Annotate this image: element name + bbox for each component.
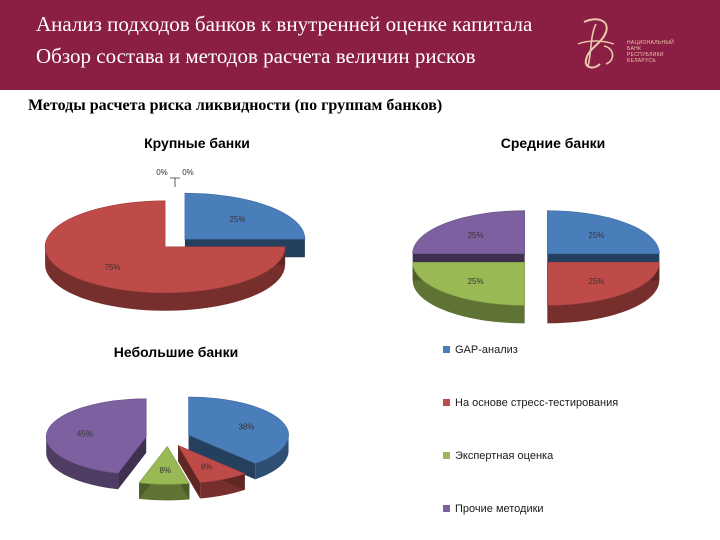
pie-small-banks: 38% 45% 8% 8%: [45, 396, 289, 501]
slide-subtitle: Обзор состава и методов расчета величин …: [36, 44, 476, 68]
bank-logo-text: НАЦИОНАЛЬНЫЙ БАНК РЕСПУБЛИКИ БЕЛАРУСЬ: [627, 40, 674, 64]
header-banner: Анализ подходов банков к внутренней оцен…: [0, 0, 720, 90]
data-label-small-banks-gap-analysis: 38%: [238, 423, 254, 432]
legend-label-gap-analysis: GAP-анализ: [455, 344, 518, 356]
data-label-small-banks-other-methods: 45%: [77, 430, 93, 439]
legend-swatch-other-methods: [443, 505, 450, 512]
slice-small-banks-other-methods: [45, 398, 147, 490]
leader-line: [170, 177, 180, 187]
data-label-large-banks-stress-testing: 75%: [104, 263, 120, 272]
data-label-large-banks-other-methods: 0%: [182, 168, 194, 177]
data-label-large-banks-expert-evaluation: 0%: [156, 168, 168, 177]
legend-label-other-methods: Прочие методики: [455, 503, 544, 515]
slice-small-banks-gap-analysis: [188, 396, 289, 480]
chart-title-small-banks: Небольшие банки: [114, 344, 239, 360]
legend-label-expert-evaluation: Экспертная оценка: [455, 450, 554, 462]
bank-logo-monogram: [577, 18, 615, 69]
legend: GAP-анализ На основе стресс-тестирования Э…: [443, 344, 618, 515]
pie-medium-banks: 25% 25% 25% 25%: [412, 210, 660, 324]
pie-large-banks: 25% 75% 0% 0%: [44, 168, 306, 311]
data-label-small-banks-stress-testing: 8%: [201, 462, 213, 471]
legend-swatch-stress-testing: [443, 399, 450, 406]
legend-swatch-gap-analysis: [443, 346, 450, 353]
slice-medium-banks-expert-evaluation: [412, 262, 525, 324]
data-label-medium-banks-stress-testing: 25%: [588, 277, 604, 286]
section-title: Методы расчета риска ликвидности (по гру…: [28, 97, 443, 114]
slice-small-banks-expert-evaluation: [138, 445, 190, 501]
legend-swatch-expert-evaluation: [443, 452, 450, 459]
data-label-large-banks-gap-analysis: 25%: [229, 215, 245, 224]
slice-medium-banks-stress-testing: [547, 262, 660, 324]
chart-title-large-banks: Крупные банки: [144, 135, 250, 151]
chart-title-medium-banks: Средние банки: [501, 135, 606, 151]
slice-small-banks-stress-testing: [177, 444, 246, 499]
legend-label-stress-testing: На основе стресс-тестирования: [455, 397, 618, 409]
data-label-medium-banks-expert-evaluation: 25%: [468, 277, 484, 286]
data-label-small-banks-expert-evaluation: 8%: [160, 466, 172, 475]
data-label-medium-banks-gap-analysis: 25%: [588, 231, 604, 240]
slice-large-banks-stress-testing: [44, 200, 286, 311]
slide-title: Анализ подходов банков к внутренней оцен…: [36, 12, 533, 36]
data-label-medium-banks-other-methods: 25%: [468, 231, 484, 240]
